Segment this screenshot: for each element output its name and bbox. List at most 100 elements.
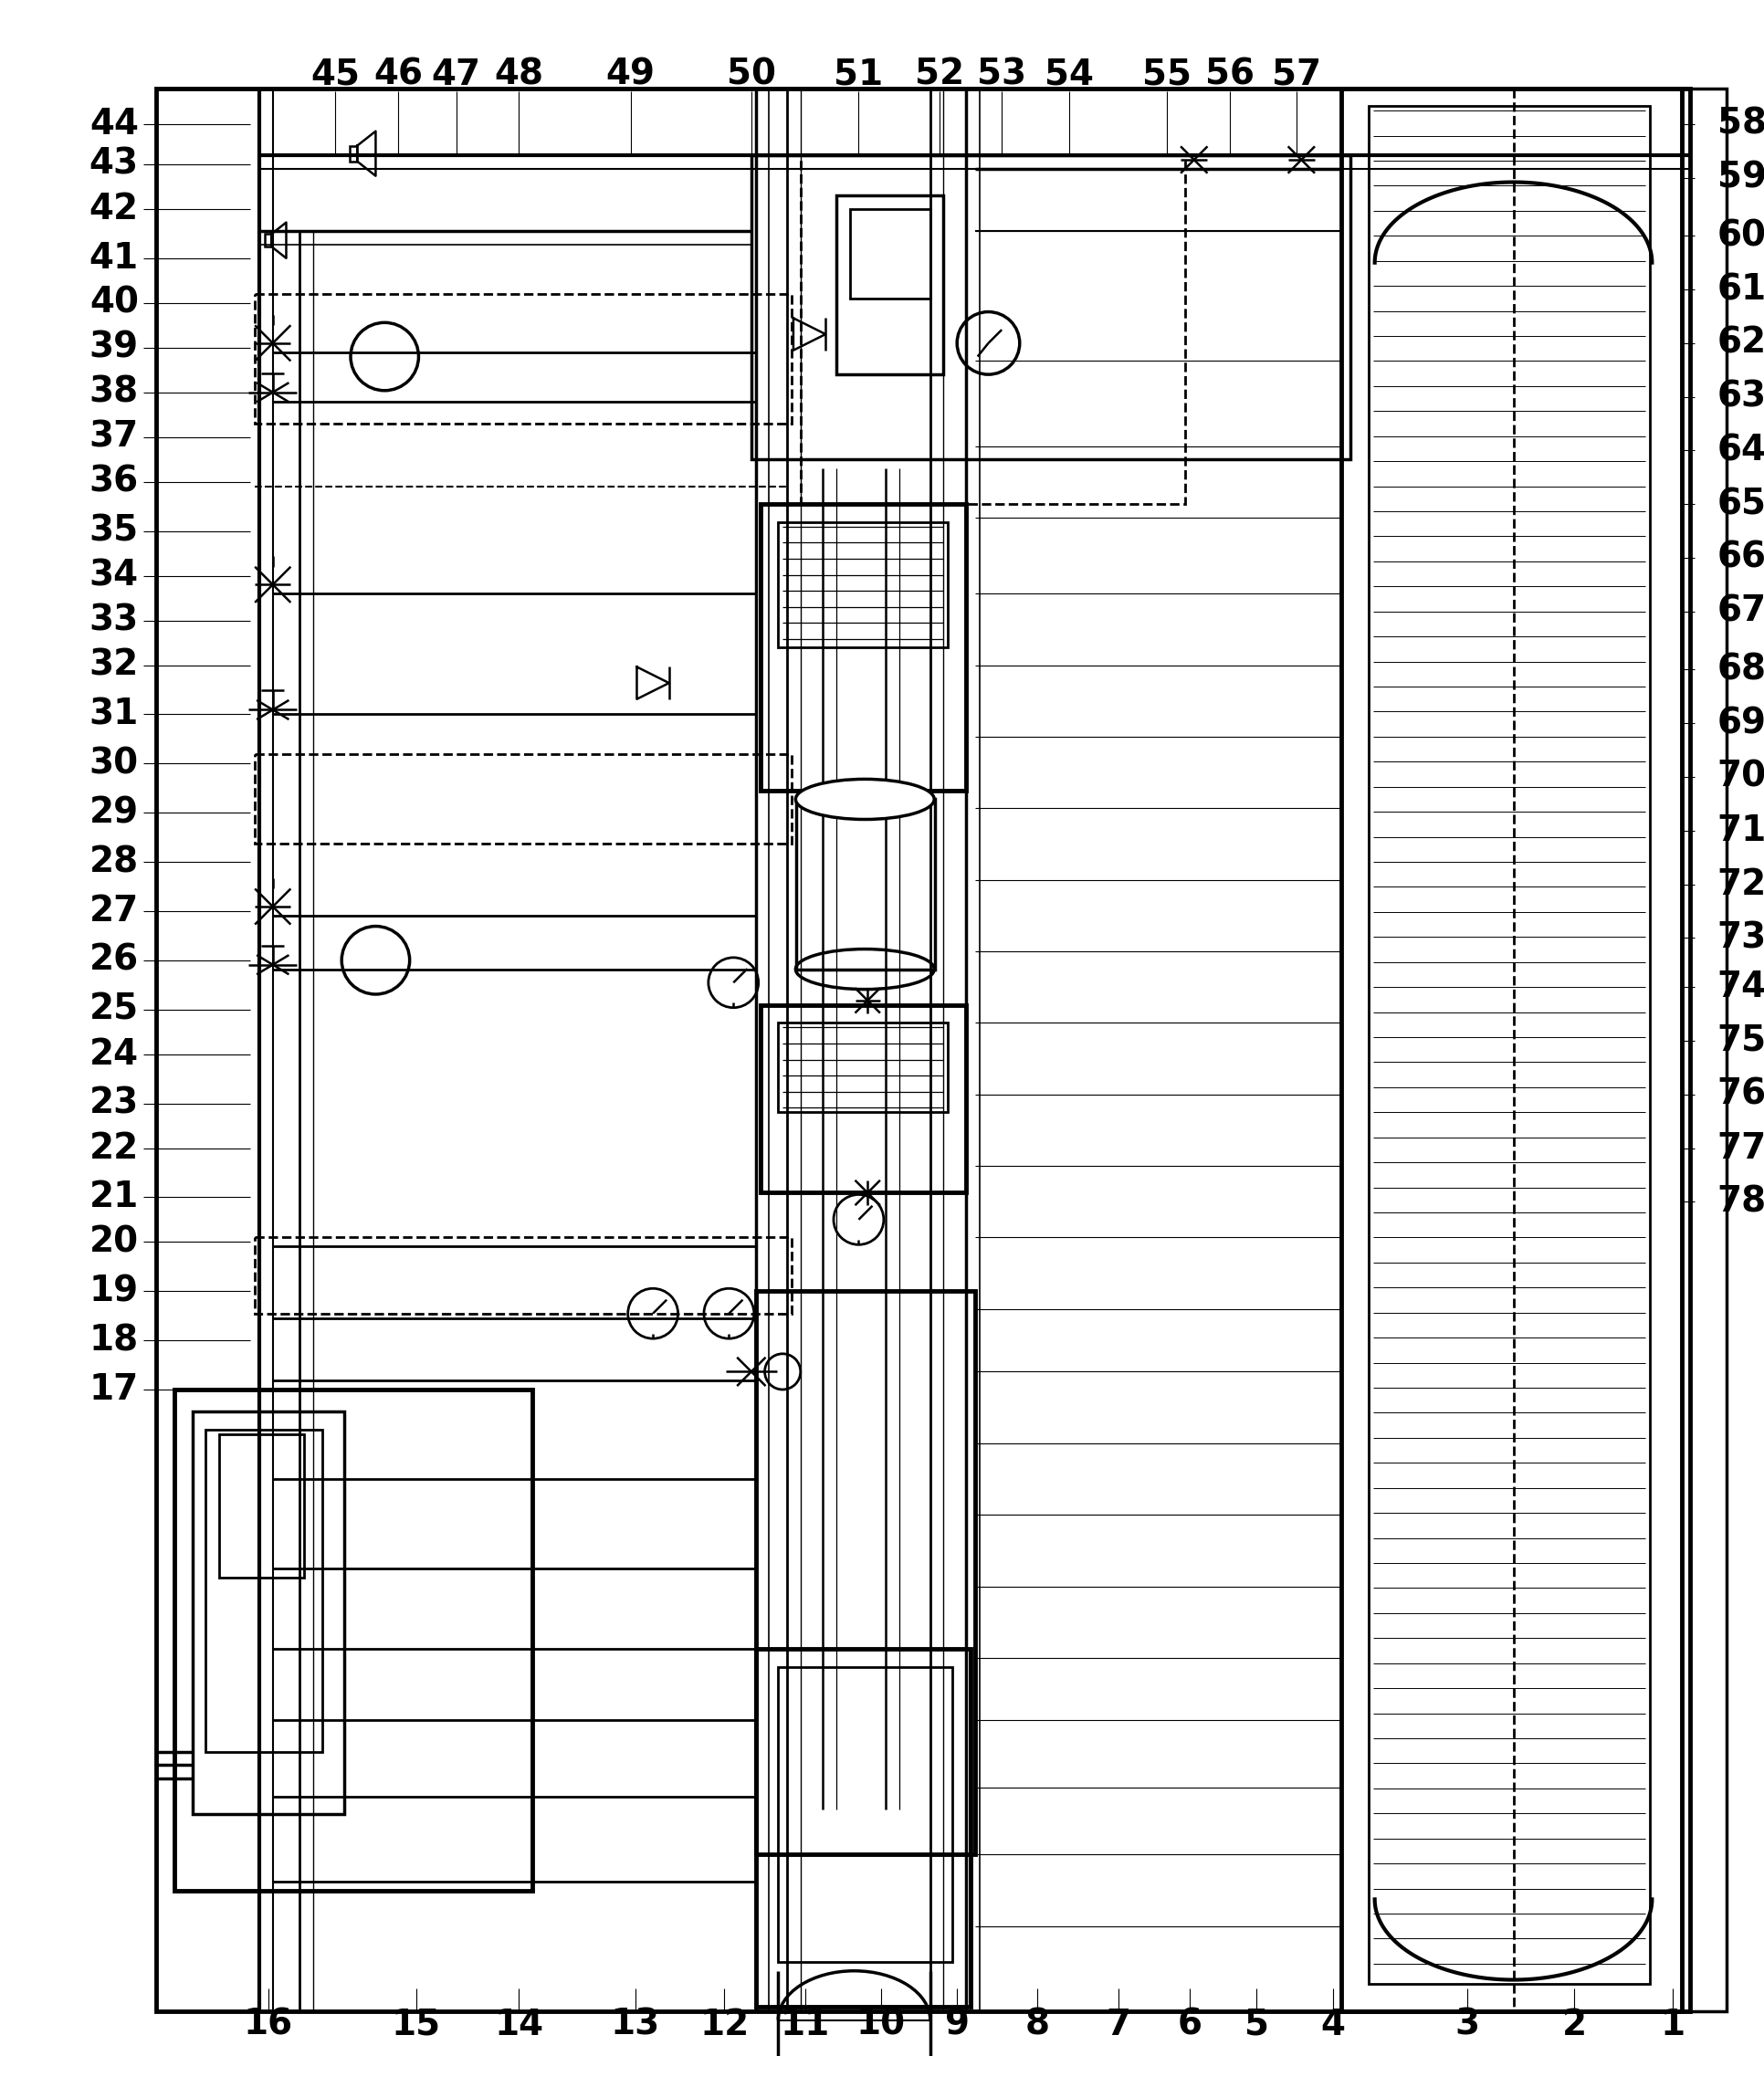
Bar <box>1681 87 1725 2011</box>
Text: 12: 12 <box>699 2006 750 2042</box>
Bar <box>836 195 944 374</box>
Text: 57: 57 <box>1272 58 1321 91</box>
Text: 37: 37 <box>88 420 139 455</box>
Text: 22: 22 <box>88 1130 139 1165</box>
Text: 20: 20 <box>90 1225 139 1259</box>
Text: 36: 36 <box>90 465 139 498</box>
Text: 31: 31 <box>88 698 139 731</box>
Text: 54: 54 <box>1044 58 1094 91</box>
Text: 77: 77 <box>1716 1130 1764 1165</box>
Bar <box>254 1238 792 1313</box>
Text: 11: 11 <box>780 2006 829 2042</box>
Text: 56: 56 <box>1205 58 1254 91</box>
Bar <box>254 295 792 424</box>
Text: 18: 18 <box>90 1323 139 1358</box>
Text: 2: 2 <box>1561 2006 1586 2042</box>
Text: 1: 1 <box>1660 2006 1685 2042</box>
Bar <box>206 1429 321 1751</box>
Text: 67: 67 <box>1716 594 1764 629</box>
Text: 9: 9 <box>944 2006 968 2042</box>
Text: 43: 43 <box>90 147 139 181</box>
Text: 75: 75 <box>1716 1024 1764 1057</box>
Text: 78: 78 <box>1716 1184 1764 1219</box>
Text: 62: 62 <box>1716 326 1764 361</box>
Text: 7: 7 <box>1104 2006 1129 2042</box>
Text: 21: 21 <box>88 1180 139 1215</box>
Text: 65: 65 <box>1716 486 1764 521</box>
Text: 59: 59 <box>1716 160 1764 195</box>
Text: 29: 29 <box>90 795 139 831</box>
Text: 44: 44 <box>90 106 139 141</box>
Bar <box>175 1390 533 1890</box>
Text: 38: 38 <box>90 376 139 409</box>
Text: 40: 40 <box>90 285 139 320</box>
Text: 39: 39 <box>90 330 139 366</box>
Text: 51: 51 <box>834 58 884 91</box>
Text: 55: 55 <box>1141 58 1191 91</box>
Bar <box>796 800 935 970</box>
Text: 76: 76 <box>1716 1078 1764 1111</box>
Bar <box>254 754 792 843</box>
Text: 52: 52 <box>914 58 963 91</box>
Text: 19: 19 <box>90 1273 139 1309</box>
Text: 10: 10 <box>856 2006 905 2042</box>
Bar <box>1341 87 1681 2011</box>
Text: 58: 58 <box>1716 106 1764 141</box>
Text: 45: 45 <box>310 58 360 91</box>
Text: 66: 66 <box>1716 540 1764 575</box>
Text: 63: 63 <box>1716 380 1764 413</box>
Bar <box>157 87 1690 2011</box>
Text: 23: 23 <box>88 1086 139 1122</box>
Bar <box>778 1022 947 1113</box>
Text: 48: 48 <box>494 58 543 91</box>
Text: 6: 6 <box>1177 2006 1201 2042</box>
Text: 46: 46 <box>374 58 422 91</box>
Text: 69: 69 <box>1716 706 1764 741</box>
Text: 27: 27 <box>88 893 139 928</box>
Text: 15: 15 <box>392 2006 441 2042</box>
Text: 4: 4 <box>1319 2006 1344 2042</box>
Bar <box>219 1435 303 1576</box>
Text: 25: 25 <box>90 993 139 1026</box>
Text: 72: 72 <box>1716 866 1764 901</box>
Bar <box>349 145 356 162</box>
Text: 71: 71 <box>1716 814 1764 847</box>
Bar <box>755 1649 970 2006</box>
Text: 24: 24 <box>90 1036 139 1072</box>
Text: 41: 41 <box>90 241 139 276</box>
Text: 35: 35 <box>90 513 139 548</box>
Text: 73: 73 <box>1716 920 1764 955</box>
Bar <box>760 505 965 791</box>
Text: 3: 3 <box>1454 2006 1478 2042</box>
Text: 50: 50 <box>727 58 776 91</box>
Text: 68: 68 <box>1716 652 1764 687</box>
Text: 47: 47 <box>430 58 480 91</box>
Text: 30: 30 <box>90 746 139 781</box>
Bar <box>1367 106 1649 1984</box>
Bar <box>192 1412 344 1815</box>
Text: 32: 32 <box>88 648 139 683</box>
Text: 49: 49 <box>605 58 654 91</box>
Bar <box>778 521 947 648</box>
Text: 5: 5 <box>1244 2006 1268 2042</box>
Text: 70: 70 <box>1716 760 1764 793</box>
Text: 16: 16 <box>243 2006 293 2042</box>
Text: 61: 61 <box>1716 272 1764 307</box>
Text: 74: 74 <box>1716 970 1764 1005</box>
Ellipse shape <box>796 779 933 820</box>
Text: 33: 33 <box>88 602 139 638</box>
Text: 14: 14 <box>494 2006 543 2042</box>
Bar <box>801 156 1184 505</box>
Bar <box>848 210 930 299</box>
Text: 13: 13 <box>610 2006 660 2042</box>
Text: 34: 34 <box>90 559 139 594</box>
Bar <box>755 1292 974 1855</box>
Text: 53: 53 <box>977 58 1027 91</box>
Text: 60: 60 <box>1716 218 1764 253</box>
Bar <box>751 156 1349 459</box>
Text: 8: 8 <box>1025 2006 1050 2042</box>
Text: 26: 26 <box>90 943 139 978</box>
Text: 17: 17 <box>88 1373 139 1406</box>
Text: 64: 64 <box>1716 434 1764 467</box>
Text: 42: 42 <box>90 191 139 226</box>
